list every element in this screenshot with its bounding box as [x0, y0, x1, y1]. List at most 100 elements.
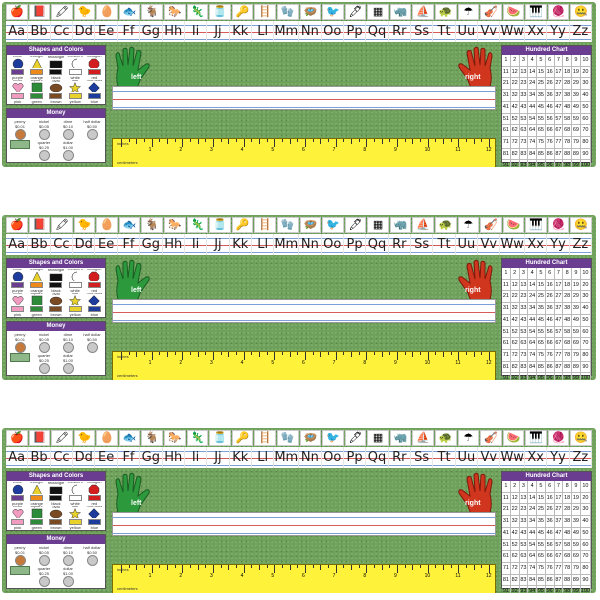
- shape-star: star: [66, 293, 85, 305]
- color-label: black: [51, 74, 61, 80]
- shape-octagon: octagon: [85, 482, 104, 494]
- hundred-chart-cell: 83: [519, 574, 529, 587]
- inch-number: 7: [332, 573, 336, 579]
- hundred-chart-cell: 54: [528, 326, 538, 339]
- shape-label: triangle: [30, 56, 43, 58]
- coin-value: $0.50: [86, 124, 97, 129]
- hundred-chart-cell: 7: [554, 55, 564, 67]
- right-hand-icon: right: [448, 472, 496, 522]
- inch-tick: [481, 565, 483, 568]
- shape-label: rectangle: [47, 269, 65, 272]
- name-writing-area[interactable]: [112, 86, 496, 110]
- inch-tick: [274, 139, 276, 147]
- hundred-chart-cell: 46: [545, 314, 555, 327]
- alphabet-letters-row: Aa Bb Cc Dd Ee Ff Gg Hh Ii Jj Kk Ll Mm Nn Oo Pp Qq Rr Ss Tt…: [6, 234, 593, 255]
- inch-tick: [228, 565, 230, 570]
- mitten-icon: 🧤: [276, 430, 299, 446]
- duck-icon: 🐤: [73, 4, 96, 20]
- hundred-chart-cell: 64: [528, 551, 538, 563]
- hundred-chart-cell: 73: [519, 136, 529, 149]
- hundred-chart-cell: 96: [546, 373, 555, 380]
- shape-heart: heart: [8, 293, 27, 305]
- rhino-icon: 🦏: [389, 217, 412, 233]
- hundred-chart-cell: 17: [554, 66, 564, 79]
- inch-tick: [443, 565, 444, 570]
- name-writing-area[interactable]: [112, 512, 496, 536]
- shape-orange: orange: [27, 494, 46, 506]
- hundred-chart-cell: 42: [510, 527, 520, 540]
- letter-t: Tt: [433, 21, 456, 42]
- ruler-cm-label: centimeters: [117, 160, 138, 165]
- hundred-chart-cell: 71: [502, 562, 511, 575]
- letter-j: Jj: [207, 234, 230, 255]
- shape-pink: pink: [8, 92, 27, 104]
- right-hand-icon: right: [448, 259, 496, 309]
- hundred-chart-cell: 22: [510, 291, 520, 304]
- hundred-chart-cell: 79: [572, 562, 581, 575]
- coin-name: penny: [14, 545, 26, 550]
- hundred-chart-cell: 40: [580, 303, 591, 315]
- watermelon-icon: 🍉: [502, 430, 525, 446]
- color-label: yellow: [69, 311, 81, 317]
- hundred-chart-cell: 90: [580, 361, 591, 374]
- shape-label: oval: [52, 506, 60, 509]
- coin-dollar: dollar $1.00: [56, 566, 80, 587]
- left-hand-label: left: [131, 500, 142, 507]
- hundred-chart-cell: 85: [537, 148, 546, 161]
- inch-tick: [481, 139, 483, 142]
- sailboat-icon: ⛵: [412, 4, 434, 20]
- octagon-icon: [88, 484, 100, 494]
- coin-name: quarter: [37, 140, 51, 145]
- hundred-chart-cell: 82: [510, 361, 520, 374]
- hundred-chart-cell: 53: [519, 113, 529, 126]
- hundred-chart-cell: 77: [554, 349, 564, 362]
- inch-tick: [167, 139, 168, 144]
- hundred-chart-cell: 71: [502, 349, 511, 362]
- letter-o: Oo: [322, 21, 344, 42]
- hundred-chart-cell: 16: [545, 492, 555, 505]
- hundred-chart-cell: 100: [581, 586, 591, 593]
- hundred-chart-cell: 42: [510, 314, 520, 327]
- inch-tick: [151, 352, 153, 360]
- shapes-colors-panel: Shapes and Colors circle triangle rectangl…: [6, 258, 106, 318]
- inch-number: 2: [179, 573, 183, 579]
- shape-yellow: yellow: [66, 92, 85, 104]
- hundred-chart-cell: 87: [554, 574, 564, 587]
- shape-label: rhombus: [87, 80, 103, 82]
- coin-value: $0.05: [38, 550, 49, 555]
- shape-label: heart: [13, 506, 22, 508]
- letter-v: Vv: [478, 447, 501, 468]
- hundred-chart-cell: 65: [537, 125, 546, 137]
- egg-icon: 🥚: [96, 217, 118, 233]
- hundred-chart-cell: 40: [580, 516, 591, 528]
- inch-number: 5: [271, 360, 275, 366]
- color-swatch: [49, 92, 63, 99]
- color-label: black: [51, 287, 61, 293]
- hundred-chart-cell: 86: [545, 574, 555, 587]
- letter-e: Ee: [95, 21, 118, 42]
- hundred-chart-cell: 7: [554, 481, 564, 493]
- jar-icon: 🫙: [209, 217, 231, 233]
- hundred-chart-cell: 17: [554, 492, 564, 505]
- hundred-chart-cell: 54: [528, 539, 538, 552]
- inch-tick: [343, 352, 345, 355]
- letter-l: Ll: [252, 234, 275, 255]
- coin-penny: penny $0.01: [8, 545, 32, 566]
- hundred-chart-cell: 20: [580, 66, 591, 79]
- hundred-chart-cell: 15: [537, 66, 546, 79]
- bill-icon: [10, 140, 30, 149]
- hundred-chart-cell: 3: [519, 55, 529, 67]
- circle-icon: [12, 271, 24, 281]
- hundred-chart-cell: 39: [572, 90, 581, 102]
- inch-tick: [174, 565, 176, 568]
- name-writing-area[interactable]: [112, 299, 496, 323]
- hundred-chart-cell: 37: [554, 90, 564, 102]
- shape-green: green: [27, 518, 46, 530]
- shape-square: square: [27, 80, 46, 92]
- color-label: red: [91, 500, 98, 506]
- money-title: Money: [7, 322, 105, 331]
- color-swatch: [30, 518, 44, 525]
- inch-tick: [289, 139, 291, 144]
- ruler-cm-label: centimeters: [117, 586, 138, 591]
- inch-number: 6: [302, 360, 305, 366]
